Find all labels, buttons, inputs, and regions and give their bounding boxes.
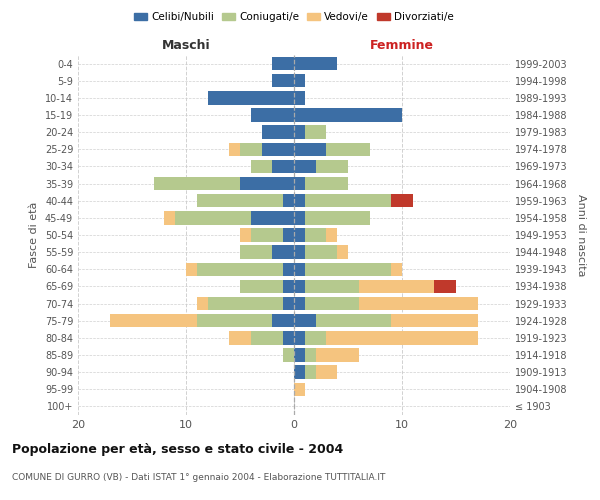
Bar <box>229 142 240 156</box>
Bar <box>208 297 283 310</box>
Bar <box>316 160 348 173</box>
Bar <box>294 211 305 224</box>
Bar <box>294 74 305 88</box>
Text: Maschi: Maschi <box>161 38 211 52</box>
Bar <box>272 246 294 259</box>
Bar <box>294 108 402 122</box>
Bar <box>294 228 305 241</box>
Bar <box>294 280 305 293</box>
Bar <box>316 314 391 328</box>
Bar <box>326 331 478 344</box>
Bar <box>262 126 294 139</box>
Bar <box>197 297 208 310</box>
Bar <box>283 262 294 276</box>
Bar <box>294 314 316 328</box>
Bar <box>283 348 294 362</box>
Bar <box>208 91 294 104</box>
Bar <box>272 74 294 88</box>
Bar <box>305 366 316 379</box>
Bar <box>316 348 359 362</box>
Bar <box>305 126 326 139</box>
Bar <box>391 262 402 276</box>
Bar <box>305 280 359 293</box>
Y-axis label: Anni di nascita: Anni di nascita <box>576 194 586 276</box>
Bar <box>262 142 294 156</box>
Bar <box>294 331 305 344</box>
Bar <box>294 126 305 139</box>
Bar <box>337 246 348 259</box>
Bar <box>326 228 337 241</box>
Bar <box>197 194 283 207</box>
Bar <box>294 177 305 190</box>
Bar <box>305 228 326 241</box>
Bar <box>294 142 326 156</box>
Bar <box>305 262 391 276</box>
Bar <box>294 160 316 173</box>
Bar <box>294 57 337 70</box>
Text: COMUNE DI GURRO (VB) - Dati ISTAT 1° gennaio 2004 - Elaborazione TUTTITALIA.IT: COMUNE DI GURRO (VB) - Dati ISTAT 1° gen… <box>12 473 385 482</box>
Bar <box>110 314 197 328</box>
Bar <box>305 246 337 259</box>
Bar <box>294 194 305 207</box>
Bar <box>434 280 456 293</box>
Bar <box>272 57 294 70</box>
Bar <box>283 194 294 207</box>
Bar <box>305 297 359 310</box>
Bar <box>294 262 305 276</box>
Y-axis label: Fasce di età: Fasce di età <box>29 202 39 268</box>
Bar <box>186 262 197 276</box>
Bar <box>305 348 316 362</box>
Bar <box>283 228 294 241</box>
Bar <box>294 297 305 310</box>
Bar <box>164 211 175 224</box>
Bar <box>240 142 262 156</box>
Bar <box>240 228 251 241</box>
Bar <box>251 211 294 224</box>
Bar <box>251 228 283 241</box>
Bar <box>272 160 294 173</box>
Bar <box>391 194 413 207</box>
Bar <box>197 314 272 328</box>
Bar <box>197 262 283 276</box>
Bar <box>175 211 251 224</box>
Bar <box>294 348 305 362</box>
Bar <box>272 314 294 328</box>
Bar <box>305 177 348 190</box>
Bar <box>154 177 240 190</box>
Bar <box>283 280 294 293</box>
Text: Popolazione per età, sesso e stato civile - 2004: Popolazione per età, sesso e stato civil… <box>12 442 343 456</box>
Bar <box>294 91 305 104</box>
Bar <box>316 366 337 379</box>
Bar <box>294 382 305 396</box>
Bar <box>283 297 294 310</box>
Bar <box>240 177 294 190</box>
Legend: Celibi/Nubili, Coniugati/e, Vedovi/e, Divorziati/e: Celibi/Nubili, Coniugati/e, Vedovi/e, Di… <box>130 8 458 26</box>
Bar <box>359 280 434 293</box>
Bar <box>251 160 272 173</box>
Bar <box>294 246 305 259</box>
Bar <box>240 280 283 293</box>
Bar <box>305 211 370 224</box>
Bar <box>305 194 391 207</box>
Bar <box>240 246 272 259</box>
Bar <box>229 331 251 344</box>
Bar <box>359 297 478 310</box>
Bar <box>283 331 294 344</box>
Bar <box>326 142 370 156</box>
Bar <box>391 314 478 328</box>
Bar <box>251 108 294 122</box>
Bar <box>251 331 283 344</box>
Bar <box>305 331 326 344</box>
Bar <box>294 366 305 379</box>
Text: Femmine: Femmine <box>370 38 434 52</box>
